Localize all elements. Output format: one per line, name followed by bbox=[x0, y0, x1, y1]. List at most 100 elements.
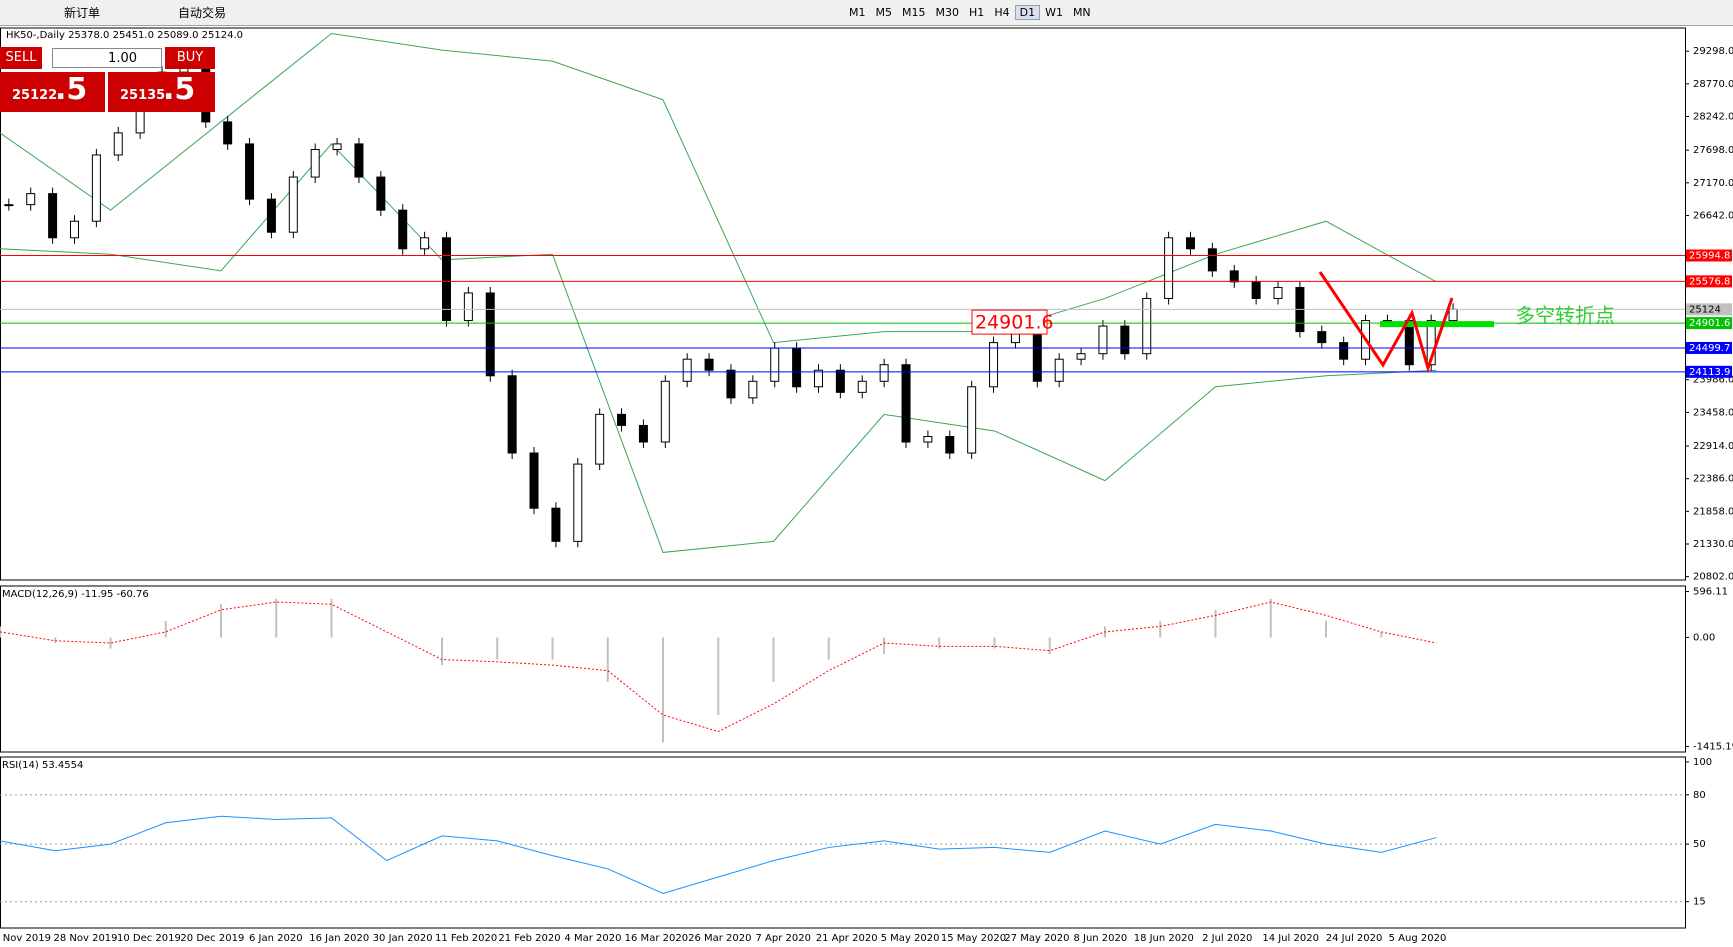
y-tick-label: -1415.19 bbox=[1693, 741, 1733, 752]
macd-bar bbox=[1214, 609, 1217, 638]
candle-body bbox=[573, 463, 583, 542]
x-tick-label: 7 Apr 2020 bbox=[755, 933, 810, 944]
candle-body bbox=[617, 413, 627, 426]
candle-body bbox=[595, 413, 605, 465]
candle-body bbox=[748, 380, 758, 399]
candle-body bbox=[420, 237, 430, 250]
macd-bar bbox=[441, 637, 443, 666]
buy-price[interactable]: 25135.5 bbox=[108, 72, 215, 112]
x-tick-label: 16 Mar 2020 bbox=[625, 933, 688, 944]
y-tick-label: 27170.0 bbox=[1693, 178, 1733, 189]
chart-title: HK50-,Daily 25378.0 25451.0 25089.0 2512… bbox=[6, 30, 243, 41]
candle-body bbox=[1404, 320, 1414, 366]
candle-body bbox=[770, 347, 780, 382]
auto-trading-button[interactable]: 自动交易 bbox=[178, 6, 227, 20]
candle-body bbox=[945, 436, 955, 454]
macd-bar bbox=[717, 637, 720, 715]
candle-body bbox=[1098, 325, 1108, 355]
candle-body bbox=[1229, 270, 1239, 283]
chart-title: MACD(12,26,9) -11.95 -60.76 bbox=[2, 589, 149, 600]
candle-body bbox=[901, 364, 911, 443]
pattern-line bbox=[1318, 271, 1454, 373]
timeframe-button[interactable]: MN bbox=[1072, 6, 1091, 19]
candle-body bbox=[967, 386, 977, 454]
buy-price-main: 25135 bbox=[120, 88, 166, 103]
x-tick-label: 5 Aug 2020 bbox=[1389, 933, 1447, 944]
x-tick-label: 15 May 2020 bbox=[941, 933, 1006, 944]
macd-bar bbox=[827, 637, 830, 660]
sell-button[interactable]: SELL bbox=[0, 47, 42, 69]
sell-price[interactable]: 25122.5 bbox=[0, 72, 105, 112]
timeframe-button[interactable]: M1 bbox=[849, 6, 866, 19]
timeframe-button[interactable]: W1 bbox=[1045, 6, 1063, 19]
candle-body bbox=[1339, 342, 1349, 360]
candle-body bbox=[989, 342, 999, 388]
candle-body bbox=[1185, 237, 1195, 250]
timeframe-button[interactable]: M30 bbox=[935, 6, 960, 19]
y-tick-label: 15 bbox=[1693, 897, 1706, 908]
candle-body bbox=[266, 198, 276, 233]
candle-body bbox=[288, 176, 298, 233]
macd-bar bbox=[1269, 598, 1272, 638]
macd-bar bbox=[1159, 620, 1162, 638]
new-order-button[interactable]: 新订单 bbox=[64, 6, 101, 20]
x-tick-label: 16 Jan 2020 bbox=[309, 933, 369, 944]
candle-body bbox=[1273, 286, 1283, 299]
macd-signal bbox=[0, 601, 1437, 733]
x-tick-label: 21 Apr 2020 bbox=[816, 933, 878, 944]
candle-body bbox=[1054, 358, 1064, 382]
y-tick-label: 29298.0 bbox=[1693, 46, 1733, 57]
timeframe-button[interactable]: H1 bbox=[969, 6, 985, 19]
y-tick-label: 22914.0 bbox=[1693, 441, 1733, 452]
price-level-label: 25576.8 bbox=[1689, 276, 1730, 287]
candle-body bbox=[332, 143, 342, 150]
x-tick-label: 6 Jan 2020 bbox=[249, 933, 303, 944]
candle-body bbox=[1448, 308, 1458, 322]
timeframe-button[interactable]: M5 bbox=[875, 6, 893, 19]
y-tick-label: 22386.0 bbox=[1693, 474, 1733, 485]
candle-body bbox=[1032, 331, 1042, 382]
candle-body bbox=[223, 121, 233, 145]
x-tick-label: 8 Jun 2020 bbox=[1073, 933, 1127, 944]
macd-bar bbox=[1048, 637, 1051, 655]
candle-body bbox=[1076, 353, 1086, 360]
panel-frame bbox=[0, 756, 1686, 929]
lots-input[interactable]: 1.00 bbox=[52, 48, 162, 68]
x-tick-label: 24 Jul 2020 bbox=[1326, 933, 1383, 944]
price-level-tag bbox=[1686, 275, 1732, 288]
price-level-tag bbox=[1686, 249, 1732, 262]
timeframe-button[interactable]: H4 bbox=[994, 6, 1010, 19]
x-tick-label: 4 Mar 2020 bbox=[564, 933, 621, 944]
x-tick-label: 26 Mar 2020 bbox=[688, 933, 751, 944]
candle-body bbox=[354, 143, 364, 178]
x-tick-label: 2 Jul 2020 bbox=[1202, 933, 1252, 944]
candle-body bbox=[245, 143, 255, 200]
price-level-tag bbox=[1686, 341, 1732, 354]
x-tick-label: 20 Dec 2019 bbox=[180, 933, 244, 944]
price-level-label: 25994.8 bbox=[1689, 250, 1730, 261]
y-tick-label: 596.11 bbox=[1693, 587, 1728, 598]
toolbar: 新订单 自动交易 M1 M5 M15 M30 H1 H4 D1 W1 MN bbox=[0, 0, 1733, 26]
candle-body bbox=[660, 380, 670, 443]
buy-price-pips: .5 bbox=[163, 72, 196, 107]
price-level-label: 24901.6 bbox=[1689, 318, 1730, 329]
x-tick-label: 18 Jun 2020 bbox=[1134, 933, 1194, 944]
candle-body bbox=[638, 424, 648, 443]
candle-body bbox=[792, 347, 802, 388]
buy-button[interactable]: BUY bbox=[165, 47, 215, 69]
macd-bar bbox=[220, 604, 222, 638]
macd-bar bbox=[662, 637, 664, 743]
candle-body bbox=[857, 380, 867, 393]
macd-bar bbox=[275, 598, 278, 638]
y-tick-label: 21330.0 bbox=[1693, 539, 1733, 550]
macd-bar bbox=[938, 637, 941, 649]
timeframe-button[interactable]: D1 bbox=[1014, 5, 1041, 20]
x-tick-label: 27 May 2020 bbox=[1004, 933, 1069, 944]
y-tick-label: 28770.0 bbox=[1693, 79, 1733, 90]
candle-body bbox=[48, 193, 58, 239]
y-tick-label: 27698.0 bbox=[1693, 145, 1733, 156]
candle-body bbox=[879, 364, 889, 382]
x-tick-label: 10 Dec 2019 bbox=[117, 933, 181, 944]
timeframe-button[interactable]: M15 bbox=[902, 6, 926, 19]
bollinger-band bbox=[0, 32, 1437, 344]
